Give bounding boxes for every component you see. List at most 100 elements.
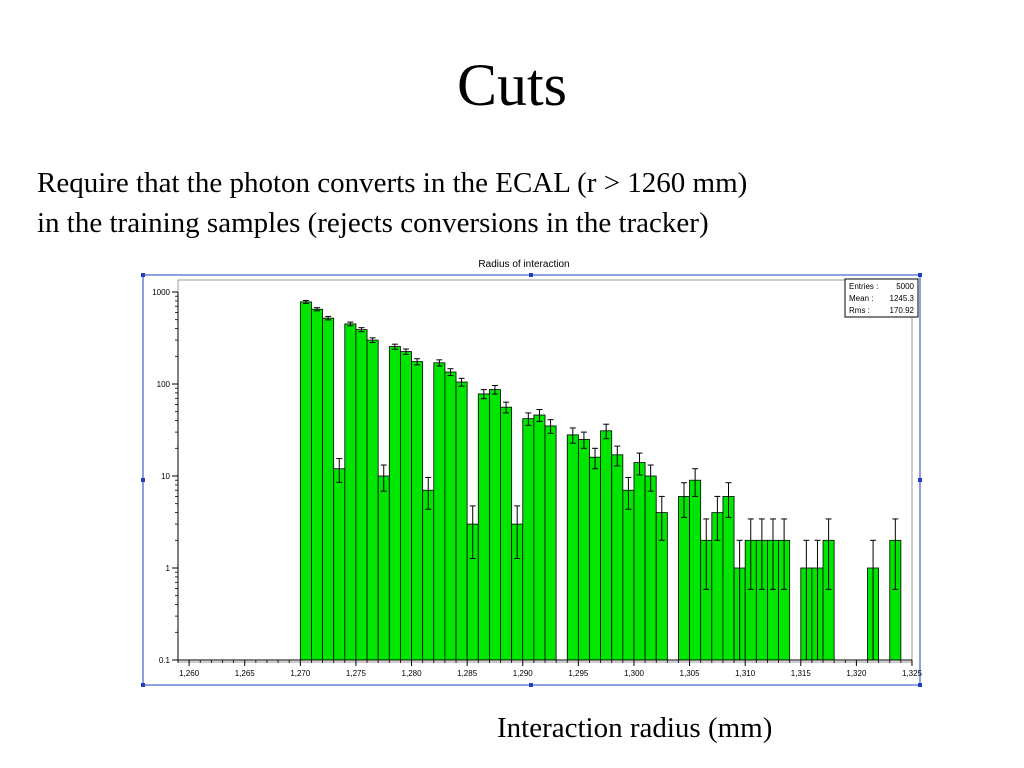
histogram-bar: [355, 329, 368, 661]
error-bar: [347, 321, 354, 327]
error-bar: [658, 495, 665, 541]
histogram-bar: [400, 351, 412, 661]
stats-box: Entries : 5000 Mean : 1245.3 Rms : 170.9…: [844, 278, 919, 318]
error-bar: [692, 468, 699, 497]
error-bar: [369, 337, 376, 343]
stats-entries-label: Entries :: [849, 282, 878, 291]
error-bar: [414, 358, 421, 366]
body-text-line-1: Require that the photon converts in the …: [37, 167, 748, 199]
histogram-bar: [333, 468, 346, 661]
error-bar: [325, 315, 332, 321]
error-bar: [681, 482, 688, 518]
error-bar: [458, 377, 465, 387]
histogram-bar: [322, 317, 335, 661]
histogram-bar: [544, 425, 557, 661]
error-bar: [614, 445, 621, 467]
error-bar: [380, 464, 387, 492]
selection-handle: [141, 273, 145, 277]
selection-handle: [141, 478, 145, 482]
error-bar: [491, 384, 498, 395]
x-axis-caption: Interaction radius (mm): [497, 712, 773, 744]
error-bar: [814, 539, 821, 660]
x-tick-label: 1,280: [402, 669, 423, 678]
histogram-bar: [622, 489, 635, 661]
error-bar: [803, 539, 810, 660]
histogram-bar: [311, 308, 323, 661]
error-bar: [736, 539, 743, 660]
y-tick-label: 100: [157, 380, 171, 389]
histogram-bar: [377, 475, 390, 661]
histogram-bar: [589, 456, 602, 661]
histogram-bar: [600, 430, 613, 661]
error-bar: [825, 518, 832, 590]
histogram-bar: [633, 462, 646, 661]
stats-rms-label: Rms :: [849, 306, 870, 315]
error-bar: [703, 518, 710, 590]
histogram-bar: [611, 454, 624, 661]
error-bar: [781, 518, 788, 590]
error-bar: [525, 412, 532, 426]
histogram-bar: [366, 339, 379, 661]
x-tick-label: 1,315: [791, 669, 812, 678]
selection-handle: [918, 683, 922, 687]
y-tick-label: 10: [161, 472, 170, 481]
error-bar: [314, 307, 321, 312]
body-text-line-2: in the training samples (rejects convers…: [37, 207, 709, 239]
y-tick-label: 1000: [152, 288, 170, 297]
error-bar: [402, 348, 409, 355]
histogram-bar: [500, 406, 513, 661]
y-tick-label: 1: [166, 564, 171, 573]
histogram-bar: [422, 489, 435, 661]
x-tick-label: 1,300: [624, 669, 645, 678]
histogram-bar: [689, 479, 702, 661]
histogram-bar: [722, 496, 735, 661]
error-bar: [436, 359, 443, 367]
error-bar: [547, 419, 554, 434]
histogram-bar: [678, 496, 690, 661]
error-bar: [725, 482, 732, 518]
error-bar: [636, 452, 643, 476]
x-tick-label: 1,275: [346, 669, 367, 678]
histogram-bar: [488, 389, 501, 661]
selection-handle: [918, 478, 922, 482]
y-tick-label: 0.1: [159, 656, 171, 665]
histogram-bar: [433, 362, 446, 661]
histogram-bar: [344, 323, 357, 661]
x-tick-label: 1,270: [290, 669, 311, 678]
error-bar: [747, 518, 754, 590]
error-bar: [336, 458, 343, 483]
error-bar: [769, 518, 776, 590]
error-bar: [870, 539, 877, 660]
x-tick-label: 1,320: [846, 669, 867, 678]
stats-entries-value: 5000: [896, 282, 914, 291]
error-bar: [625, 476, 632, 510]
error-bar: [603, 423, 610, 440]
histogram-bar: [411, 361, 424, 661]
histogram-bar: [444, 371, 457, 661]
error-bar: [892, 518, 899, 590]
selection-handle: [918, 273, 922, 277]
error-bar: [647, 464, 654, 492]
x-tick-label: 1,290: [513, 669, 534, 678]
error-bar: [514, 505, 521, 560]
x-tick-label: 1,310: [735, 669, 756, 678]
chart-title: Radius of interaction: [478, 259, 569, 270]
histogram-bar: [644, 475, 657, 661]
error-bar: [758, 518, 765, 590]
selection-handle: [529, 683, 533, 687]
histogram-bar: [455, 381, 468, 661]
error-bar: [391, 343, 398, 350]
x-tick-label: 1,325: [902, 669, 923, 678]
histogram-bar: [477, 393, 490, 661]
stats-mean-label: Mean :: [849, 294, 873, 303]
x-tick-label: 1,260: [179, 669, 200, 678]
error-bar: [536, 409, 543, 422]
x-tick-label: 1,295: [568, 669, 589, 678]
stats-rms-value: 170.92: [890, 306, 915, 315]
histogram-bar: [566, 434, 579, 661]
error-bar: [714, 495, 721, 541]
error-bar: [580, 431, 587, 449]
error-bar: [592, 447, 599, 470]
error-bar: [358, 327, 365, 333]
